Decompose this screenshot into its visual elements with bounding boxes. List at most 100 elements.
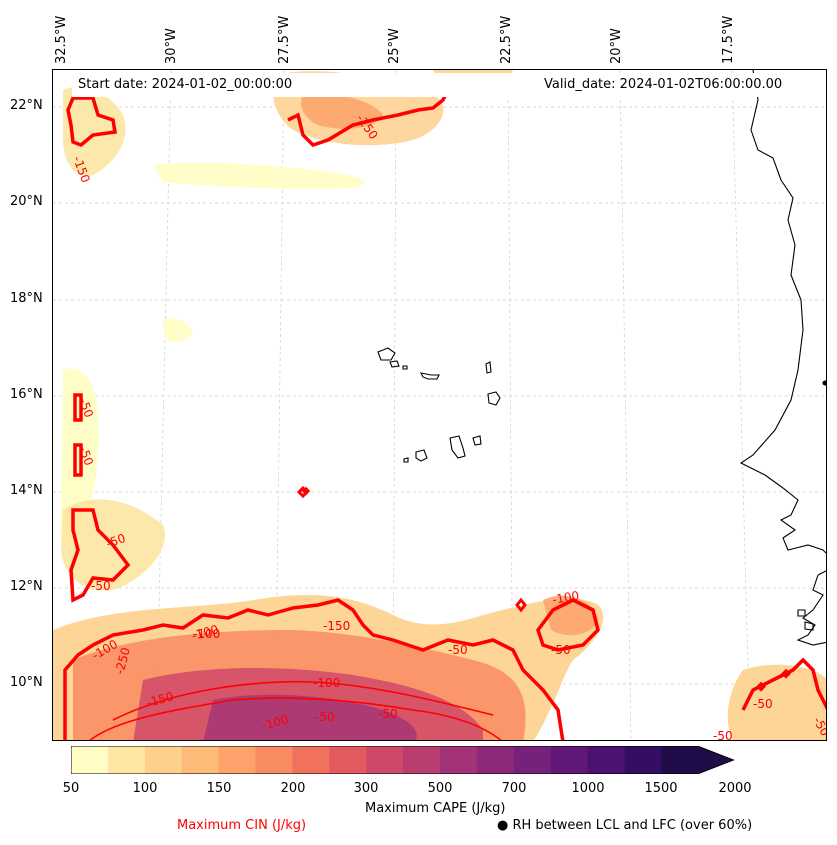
cape-area-top-center-core	[301, 93, 383, 129]
cape-colorbar	[71, 746, 735, 774]
cin-contour-top-left	[66, 96, 118, 147]
lat-label-14n: 14°N	[10, 483, 43, 498]
lon-label-17-5w: 17.5°W	[721, 15, 736, 64]
colorbar-tick: 700	[501, 781, 527, 796]
contour-label: -50	[551, 643, 571, 657]
colorbar-tick: 150	[206, 781, 232, 796]
lat-label-12n: 12°N	[10, 579, 43, 594]
cin-contour-left-1	[73, 393, 83, 422]
colorbar-swatch	[255, 746, 293, 774]
coastline	[377, 70, 826, 646]
contour-label: -50	[753, 697, 773, 711]
lat-label-22n: 22°N	[10, 98, 43, 113]
small-island-2	[804, 621, 814, 631]
colorbar-tick: 1000	[571, 781, 605, 796]
rh-legend-label: RH between LCL and LFC (over 60%)	[512, 818, 753, 833]
colorbar-swatch	[329, 746, 367, 774]
colorbar-swatch	[218, 746, 256, 774]
island-sal	[485, 361, 492, 374]
colorbar-swatch	[181, 746, 220, 774]
island-boa-vista	[487, 391, 501, 406]
contour-label: -150	[323, 619, 350, 633]
contour-label: -100	[313, 676, 340, 690]
island-sao-vicente	[389, 360, 400, 368]
cin-contour-left-2	[73, 443, 83, 477]
cape-area-top-left	[62, 86, 126, 176]
colorbar-tick: 1500	[644, 781, 678, 796]
contour-label: -50	[448, 643, 468, 657]
cin-contour-right-blob	[536, 598, 600, 652]
cin-contour-bottom-inner-2	[112, 680, 494, 721]
colorbar-swatch	[144, 746, 183, 774]
contour-label: -100	[193, 627, 220, 641]
contour-label: -100	[551, 588, 580, 607]
colorbar-swatch	[107, 746, 146, 774]
rh-marker	[756, 681, 766, 692]
colorbar-swatch	[71, 746, 109, 774]
contour-label: -100	[260, 712, 290, 733]
map-canvas: -250 -150 -100 -50 -100 -150 -100 -50 -5…	[53, 70, 826, 741]
lat-label-16n: 16°N	[10, 387, 43, 402]
cin-legend-label: Maximum CIN (J/kg)	[177, 818, 307, 833]
cape-fill-bottom	[53, 595, 826, 740]
contour-label: -50	[315, 710, 335, 724]
africa-coastline-south	[796, 570, 826, 646]
contour-label: -50	[713, 729, 733, 741]
island-santa-luzia	[402, 365, 408, 370]
colorbar-swatch	[476, 746, 515, 774]
header-bar	[72, 73, 807, 97]
cape-area-bottom-right	[727, 664, 826, 740]
cin-contour-bottom-outer	[63, 598, 565, 740]
island-brava	[403, 457, 409, 463]
cin-contour-left-3	[69, 508, 131, 603]
rh-marker-icon: ●	[497, 818, 509, 833]
colorbar-outline	[71, 746, 735, 774]
colorbar-swatch	[587, 746, 625, 774]
start-date-label: Start date: 2024-01-02_00:00:00	[78, 77, 293, 92]
colorbar-tick: 200	[280, 781, 306, 796]
lat-label-20n: 20°N	[10, 194, 43, 209]
colorbar-swatch	[513, 746, 552, 774]
lat-label-10n: 10°N	[10, 675, 43, 690]
lon-label-20w: 20°W	[609, 28, 624, 64]
map-frame[interactable]: -250 -150 -100 -50 -100 -150 -100 -50 -5…	[52, 69, 827, 741]
colorbar-swatch	[440, 746, 478, 774]
rh-markers	[301, 486, 791, 692]
colorbar-tick: 100	[132, 781, 158, 796]
cin-contour-bottom-inner-1	[89, 697, 502, 740]
contour-label: -100	[190, 622, 220, 643]
colorbar-tick: 300	[353, 781, 379, 796]
colorbar-tick: 2000	[718, 781, 752, 796]
contour-label: -150	[145, 689, 175, 710]
contour-label: -50	[104, 531, 127, 551]
rh-marker	[781, 668, 791, 679]
island-santo-antao	[377, 347, 396, 361]
lon-label-22-5w: 22.5°W	[499, 15, 514, 64]
colorbar-swatch	[624, 746, 662, 774]
cape-area-top-strip	[153, 162, 366, 189]
island-santiago	[449, 435, 466, 459]
rh-marker	[301, 486, 311, 496]
island-fogo	[415, 449, 428, 462]
gridline-lon-17-5	[731, 70, 751, 740]
cape-area-mid-blob	[163, 318, 193, 342]
africa-coastline	[739, 70, 826, 554]
valid-date-label: Valid_date: 2024-01-02T06:00:00.00	[544, 77, 783, 92]
small-island-1	[797, 609, 806, 617]
island-dot	[822, 380, 826, 386]
colorbar-swatch	[403, 746, 441, 774]
island-sao-nicolau	[420, 372, 440, 380]
rh-legend: ● RH between LCL and LFC (over 60%)	[497, 818, 752, 833]
colorbar-tick: 500	[427, 781, 453, 796]
cin-contours	[63, 73, 826, 740]
colorbar-extend-arrow	[661, 746, 734, 774]
contour-label: -50	[76, 444, 96, 467]
colorbar-swatch	[550, 746, 589, 774]
gridline-lon-20	[619, 70, 632, 740]
colorbar-label: Maximum CAPE (J/kg)	[365, 801, 506, 816]
lon-label-25w: 25°W	[387, 28, 402, 64]
island-maio	[472, 435, 482, 446]
lon-label-30w: 30°W	[164, 28, 179, 64]
contour-label: -250	[112, 646, 133, 676]
cape-area-bottom-deep	[203, 694, 417, 740]
